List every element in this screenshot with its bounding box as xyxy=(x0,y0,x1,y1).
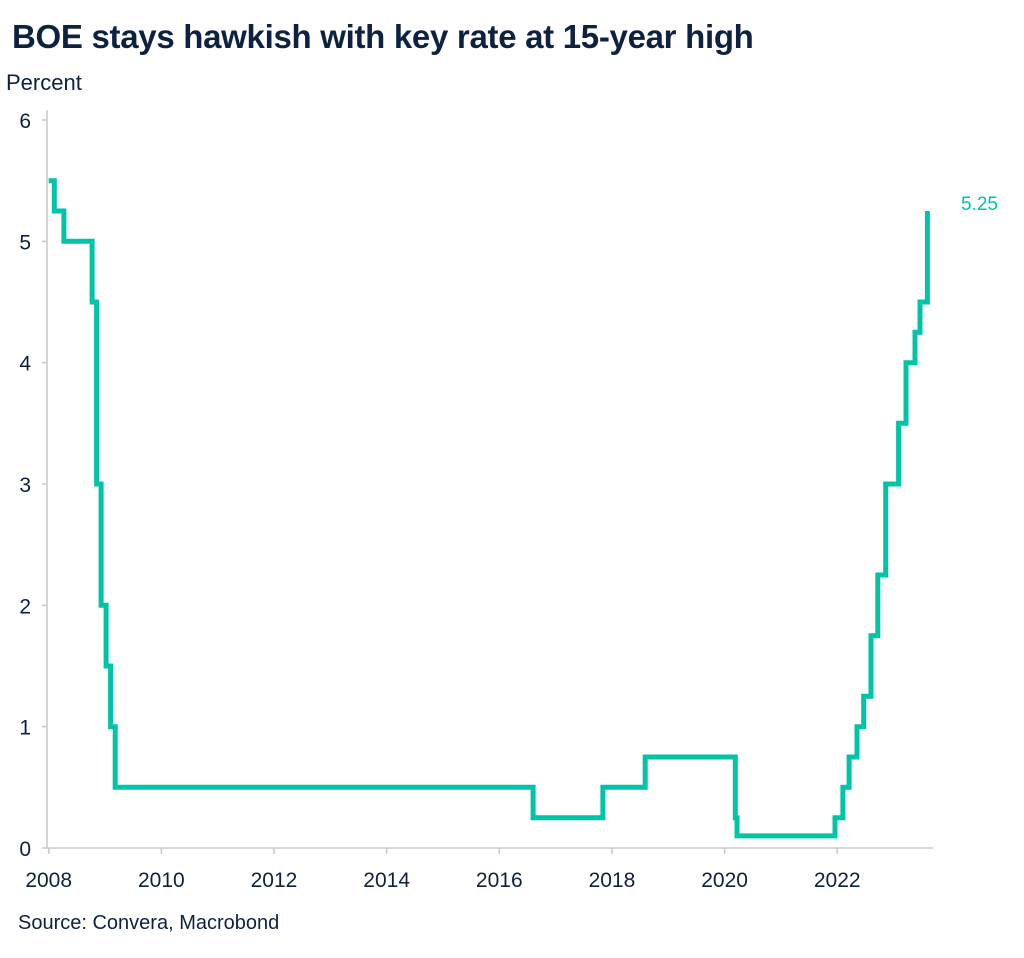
ticks: 0 1 2 3 4 5 6 2008 2010 2012 2014 2016 2018 2020 2022 xyxy=(19,110,860,892)
chart-title: BOE stays hawkish with key rate at 15-ye… xyxy=(12,18,754,55)
y-tick-label: 6 xyxy=(19,110,31,133)
y-tick-label: 5 xyxy=(19,231,31,254)
end-value-label: 5.25 xyxy=(961,194,998,215)
x-tick-label: 2020 xyxy=(701,869,748,892)
series xyxy=(48,178,930,839)
y-tick-label: 1 xyxy=(19,717,31,740)
y-tick-label: 0 xyxy=(19,838,31,861)
x-tick-label: 2018 xyxy=(589,869,636,892)
x-tick-label: 2022 xyxy=(814,869,861,892)
x-tick-label: 2016 xyxy=(476,869,523,892)
y-tick-label: 4 xyxy=(19,353,31,376)
axes xyxy=(46,110,933,849)
x-tick-label: 2008 xyxy=(25,869,72,892)
bank-rate-line xyxy=(48,178,930,839)
x-tick-label: 2014 xyxy=(363,869,410,892)
source-note: Source: Convera, Macrobond xyxy=(18,912,280,934)
x-tick-label: 2012 xyxy=(251,869,298,892)
y-tick-label: 2 xyxy=(19,595,31,618)
labels: 5.25 xyxy=(961,194,998,215)
y-axis-label: Percent xyxy=(6,70,82,95)
y-tick-label: 3 xyxy=(19,474,31,497)
x-tick-label: 2010 xyxy=(138,869,185,892)
